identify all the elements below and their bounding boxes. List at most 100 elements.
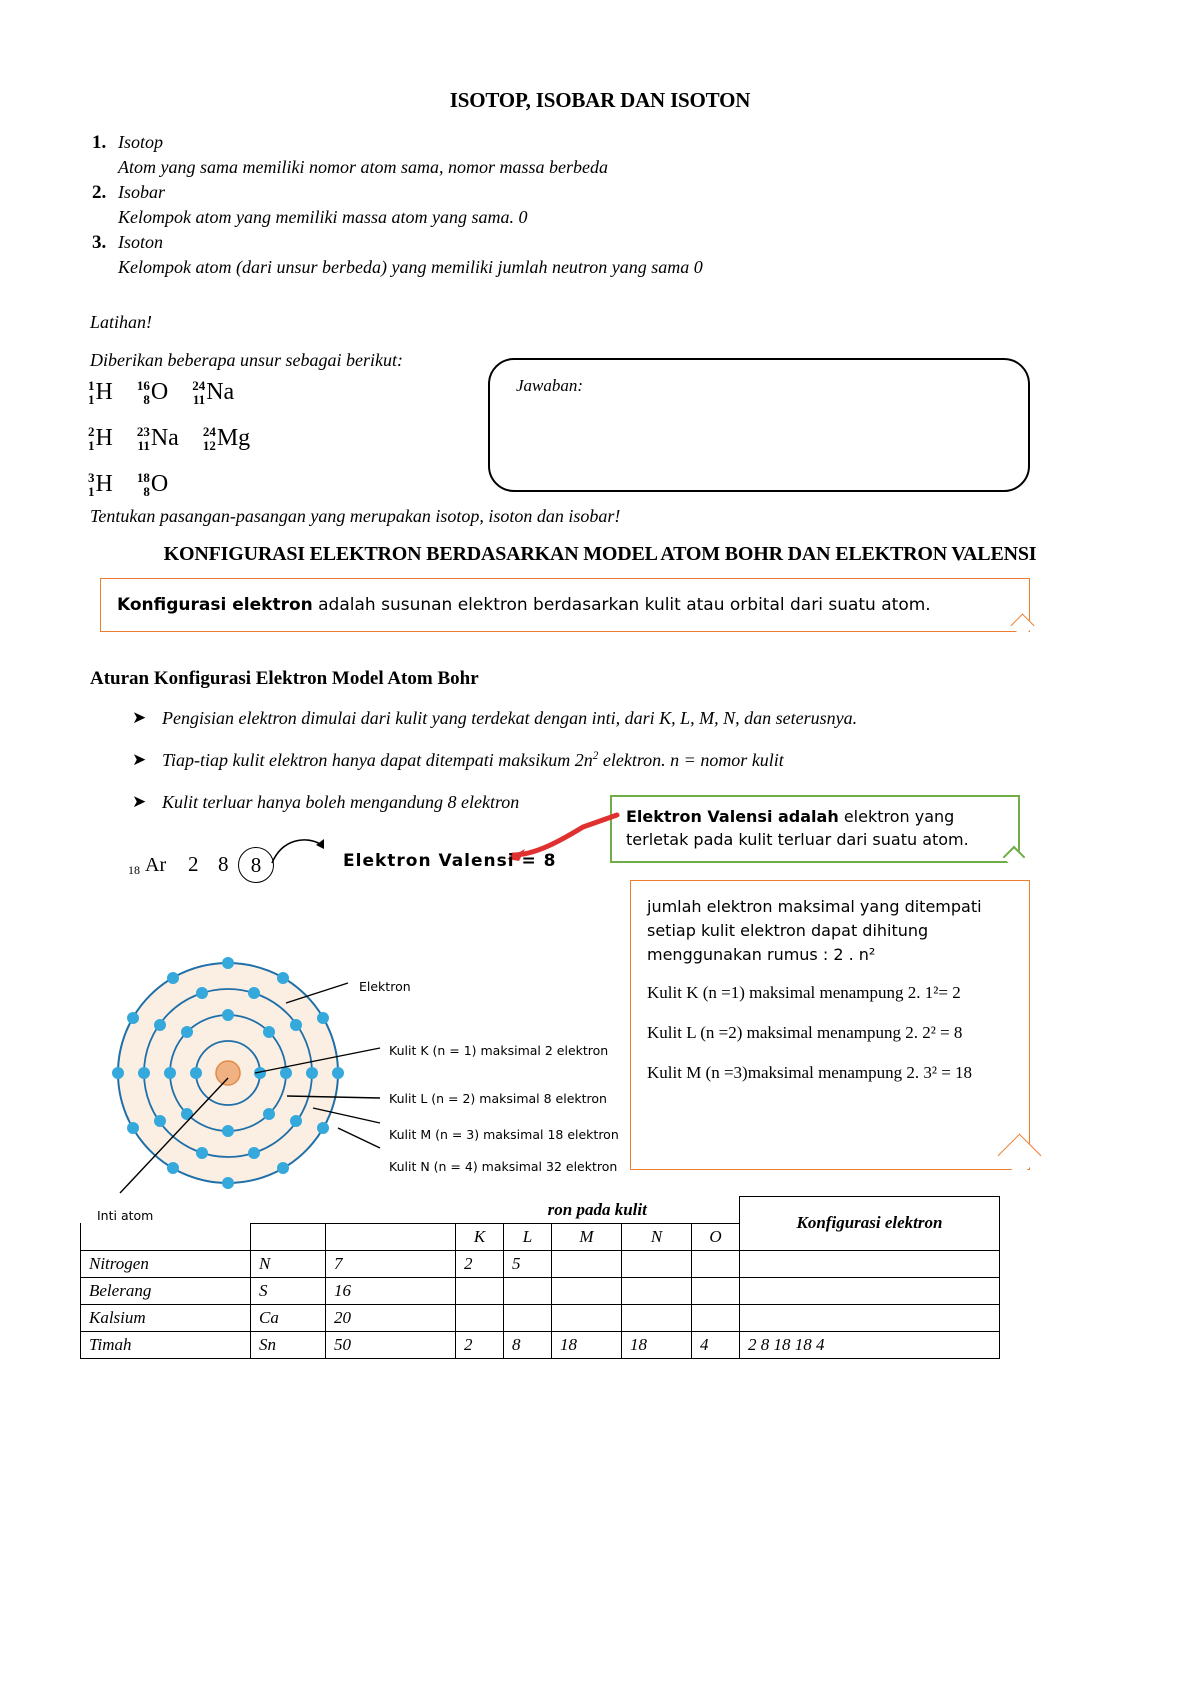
cell-element-name: Belerang <box>80 1276 251 1305</box>
bohr-label-elektron: Elektron <box>359 979 411 994</box>
atomic-number: 11 <box>137 438 150 453</box>
rule-text-pre: Tiap-tiap kulit elektron hanya dapat dit… <box>162 750 593 770</box>
definition-description: Kelompok atom yang memiliki massa atom y… <box>118 207 528 228</box>
element-symbol: H <box>95 424 113 451</box>
cell-shell-n <box>621 1276 692 1305</box>
header-blank-number <box>326 1197 456 1224</box>
valensi-bold-term: Elektron Valensi adalah <box>626 807 839 826</box>
header-element-symbol <box>250 1222 326 1251</box>
cell-shell-k: 2 <box>455 1249 504 1278</box>
definition-description: Atom yang sama memiliki nomor atom sama,… <box>118 157 608 177</box>
cell-shell-m <box>551 1249 622 1278</box>
arrow-bullet-icon: ➤ <box>132 750 147 770</box>
argon-shell-k: 2 <box>188 852 199 876</box>
header-blank-name <box>81 1197 251 1224</box>
cell-shell-l <box>503 1303 552 1332</box>
rule-item: ➤ Pengisian elektron dimulai dari kulit … <box>132 708 1012 729</box>
isotope-notation: 24 11 Na <box>192 378 235 407</box>
cell-element-number: 20 <box>325 1303 456 1332</box>
bohr-label-shell-m: Kulit M (n = 3) maksimal 18 elektron <box>389 1127 619 1142</box>
mass-number: 2 <box>88 424 95 439</box>
rule-text-post: elektron. n = nomor kulit <box>598 750 784 770</box>
callout-bold-term: Konfigurasi elektron <box>117 595 313 615</box>
cell-shell-l: 8 <box>503 1330 552 1359</box>
cell-shell-l <box>503 1276 552 1305</box>
header-group-shells: ron pada kulit <box>455 1196 740 1224</box>
cell-shell-o <box>691 1276 740 1305</box>
definition-number: 3. <box>92 232 107 254</box>
definition-description: Kelompok atom (dari unsur berbeda) yang … <box>118 257 703 278</box>
page-title: ISOTOP, ISOBAR DAN ISOTON <box>449 88 751 112</box>
bohr-label-shell-l: Kulit L (n = 2) maksimal 8 elektron <box>389 1091 607 1106</box>
bohr-label-shell-n: Kulit N (n = 4) maksimal 32 elektron <box>389 1159 618 1174</box>
table-row: Timah Sn 50 2 8 18 18 4 2 8 18 18 4 <box>80 1330 1000 1359</box>
section-heading: KONFIGURASI ELEKTRON BERDASARKAN MODEL A… <box>163 543 1037 565</box>
rumus-line-l: Kulit L (n =2) maksimal menampung 2. 2² … <box>647 1023 963 1042</box>
table-row: Nitrogen N 7 2 5 <box>80 1249 1000 1278</box>
element-symbol: O <box>150 470 169 497</box>
cell-element-name: Nitrogen <box>80 1249 251 1278</box>
element-symbol: Na <box>206 378 235 405</box>
header-blank-symbol <box>251 1197 326 1224</box>
mass-number: 24 <box>192 378 206 393</box>
cell-element-number: 50 <box>325 1330 456 1359</box>
rumus-line-m: Kulit M (n =3)maksimal menampung 2. 3² =… <box>647 1063 973 1082</box>
rule-text: Tiap-tiap kulit elektron hanya dapat dit… <box>162 750 784 771</box>
cell-configuration <box>739 1249 1000 1278</box>
cell-element-number: 7 <box>325 1249 456 1278</box>
exercise-heading: Latihan! <box>90 312 153 332</box>
argon-shell-m-circled: 8 <box>238 847 274 883</box>
cell-element-symbol: S <box>250 1276 326 1305</box>
table-row: Belerang S 16 <box>80 1276 1000 1305</box>
mass-number: 1 <box>88 378 95 393</box>
bohr-atom-diagram <box>112 957 381 1194</box>
curved-pointer-icon <box>271 839 324 864</box>
answer-box[interactable]: Jawaban: <box>488 358 1030 492</box>
arrow-bullet-icon: ➤ <box>132 792 147 812</box>
cell-shell-n: 18 <box>621 1330 692 1359</box>
callout-text: Konfigurasi elektron adalah susunan elek… <box>101 595 947 615</box>
mass-number: 3 <box>88 470 95 485</box>
cell-shell-m <box>551 1276 622 1305</box>
rules-list: ➤ Pengisian elektron dimulai dari kulit … <box>132 708 1012 834</box>
table-header-row-top: ron pada kulit Konfigurasi elektron <box>81 1196 1000 1251</box>
cell-shell-l: 5 <box>503 1249 552 1278</box>
element-symbol: H <box>95 470 113 497</box>
cell-element-symbol: Sn <box>250 1330 326 1359</box>
elektron-valensi-callout: Elektron Valensi adalah elektron yang te… <box>610 795 1020 863</box>
atomic-number: 11 <box>192 392 206 407</box>
cell-configuration: 2 8 18 18 4 <box>739 1330 1000 1359</box>
definition-item-2: 2. Isobar Kelompok atom yang memiliki mas… <box>92 182 992 230</box>
table-row: Kalsium Ca 20 <box>80 1303 1000 1332</box>
cell-configuration <box>739 1276 1000 1305</box>
header-shell-k: K <box>455 1222 504 1251</box>
argon-configuration-example: 18 Ar 2 8 8 Elektron Valensi = 8 <box>128 839 588 891</box>
header-shell-n: N <box>621 1222 692 1251</box>
cell-element-number: 16 <box>325 1276 456 1305</box>
definition-item-1: 1. Isotop Atom yang sama memiliki nomor a… <box>92 132 992 180</box>
isotope-notation: 18 8 O <box>136 470 169 498</box>
argon-symbol: Ar <box>145 854 167 876</box>
mass-number: 16 <box>136 378 150 393</box>
atomic-number: 8 <box>143 392 150 407</box>
rule-text-superscript: 2 <box>592 750 599 762</box>
rumus-callout: jumlah elektron maksimal yang ditempati … <box>630 880 1030 1170</box>
cell-shell-n <box>621 1249 692 1278</box>
cell-shell-n <box>621 1303 692 1332</box>
definition-list: 1. Isotop Atom yang sama memiliki nomor a… <box>92 132 992 282</box>
cell-element-name: Timah <box>80 1330 251 1359</box>
cell-element-name: Kalsium <box>80 1303 251 1332</box>
cell-element-symbol: Ca <box>250 1303 326 1332</box>
answer-box-label: Jawaban: <box>516 376 584 395</box>
exercise-intro: Diberikan beberapa unsur sebagai berikut… <box>90 350 403 370</box>
definition-number: 2. <box>92 182 107 204</box>
mass-number: 18 <box>136 470 150 485</box>
rules-heading: Aturan Konfigurasi Elektron Model Atom B… <box>90 668 479 689</box>
